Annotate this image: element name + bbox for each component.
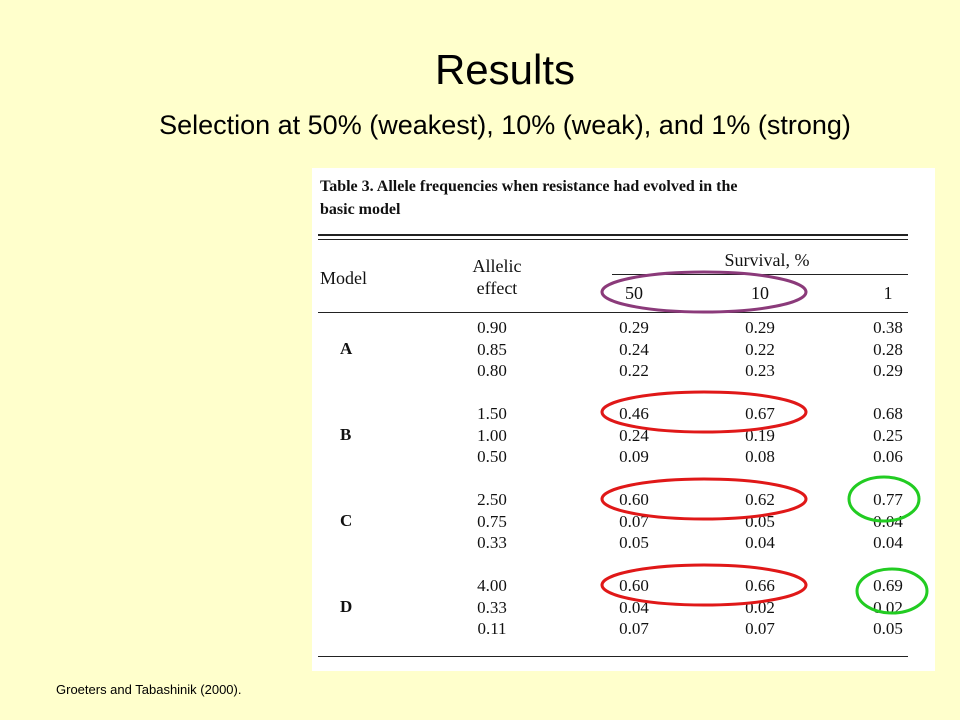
cell-survival-1: 0.04 <box>873 511 903 531</box>
cell-survival-10: 0.19 <box>745 425 775 445</box>
cell-allelic-effect: 0.33 <box>477 597 507 617</box>
cell-survival-10: 0.67 <box>745 404 775 423</box>
model-label: A <box>340 338 353 358</box>
cell-allelic-effect: 0.11 <box>477 619 507 639</box>
cell-survival-50: 0.22 <box>619 361 649 381</box>
header-survival-rule <box>612 274 908 275</box>
model-label: D <box>340 596 353 616</box>
cell-survival-1: 0.02 <box>873 597 903 617</box>
cell-allelic-effect: 0.33 <box>477 533 507 553</box>
table-bottom-rule <box>318 656 908 657</box>
cell-survival-1: 0.69 <box>873 576 903 595</box>
header-survival-50: 50 <box>625 283 643 303</box>
cell-allelic-effect: 0.85 <box>477 339 507 359</box>
cell-survival-1: 0.04 <box>873 533 903 553</box>
header-survival: Survival, % <box>724 250 810 270</box>
cell-survival-50: 0.60 <box>619 576 649 595</box>
cell-survival-1: 0.05 <box>873 619 903 639</box>
cell-survival-50: 0.09 <box>619 447 649 467</box>
cell-survival-10: 0.62 <box>745 490 775 509</box>
cell-survival-50: 0.24 <box>619 425 649 445</box>
cell-survival-1: 0.77 <box>873 490 903 509</box>
slide-subtitle: Selection at 50% (weakest), 10% (weak), … <box>159 110 851 140</box>
cell-survival-50: 0.04 <box>619 597 649 617</box>
cell-survival-10: 0.23 <box>745 361 775 381</box>
cell-allelic-effect: 4.00 <box>477 576 507 595</box>
cell-survival-50: 0.46 <box>619 404 649 423</box>
model-label: C <box>340 510 353 530</box>
slide-title: Results <box>434 46 576 93</box>
header-survival-10: 10 <box>751 283 769 303</box>
cell-survival-50: 0.07 <box>619 619 649 639</box>
cell-survival-1: 0.25 <box>873 425 903 445</box>
header-model: Model <box>320 268 367 288</box>
header-survival-1: 1 <box>883 283 893 303</box>
table-caption-line-1: Table 3. Allele frequencies when resista… <box>320 178 738 195</box>
cell-survival-10: 0.02 <box>745 597 775 617</box>
table-top-rule-inner <box>318 239 908 240</box>
cell-survival-10: 0.29 <box>745 318 775 337</box>
cell-survival-10: 0.66 <box>745 576 775 595</box>
cell-survival-10: 0.22 <box>745 339 775 359</box>
cell-survival-1: 0.28 <box>873 339 903 359</box>
header-allelic-line-2: effect <box>476 278 518 298</box>
cell-survival-10: 0.07 <box>745 619 775 639</box>
cell-allelic-effect: 0.90 <box>477 318 507 337</box>
cell-survival-50: 0.05 <box>619 533 649 553</box>
cell-allelic-effect: 2.50 <box>477 490 507 509</box>
model-label: B <box>340 424 352 444</box>
cell-survival-50: 0.60 <box>619 490 649 509</box>
cell-survival-1: 0.68 <box>873 404 903 423</box>
cell-allelic-effect: 0.75 <box>477 511 507 531</box>
allele-frequency-table: Table 3. Allele frequencies when resista… <box>312 168 935 671</box>
cell-survival-1: 0.29 <box>873 361 903 381</box>
cell-survival-50: 0.07 <box>619 511 649 531</box>
table-top-rule <box>318 234 908 236</box>
cell-allelic-effect: 1.00 <box>477 425 507 445</box>
cell-survival-50: 0.29 <box>619 318 649 337</box>
cell-survival-1: 0.38 <box>873 318 903 337</box>
header-bottom-rule <box>318 312 908 313</box>
cell-survival-10: 0.04 <box>745 533 775 553</box>
table-caption-line-2: basic model <box>320 201 401 218</box>
header-allelic-line-1: Allelic <box>472 256 522 276</box>
cell-allelic-effect: 0.80 <box>477 361 507 381</box>
cell-allelic-effect: 1.50 <box>477 404 507 423</box>
citation: Groeters and Tabashinik (2000). <box>56 682 242 697</box>
cell-survival-1: 0.06 <box>873 447 903 467</box>
cell-survival-50: 0.24 <box>619 339 649 359</box>
cell-survival-10: 0.08 <box>745 447 775 467</box>
cell-allelic-effect: 0.50 <box>477 447 507 467</box>
cell-survival-10: 0.05 <box>745 511 775 531</box>
